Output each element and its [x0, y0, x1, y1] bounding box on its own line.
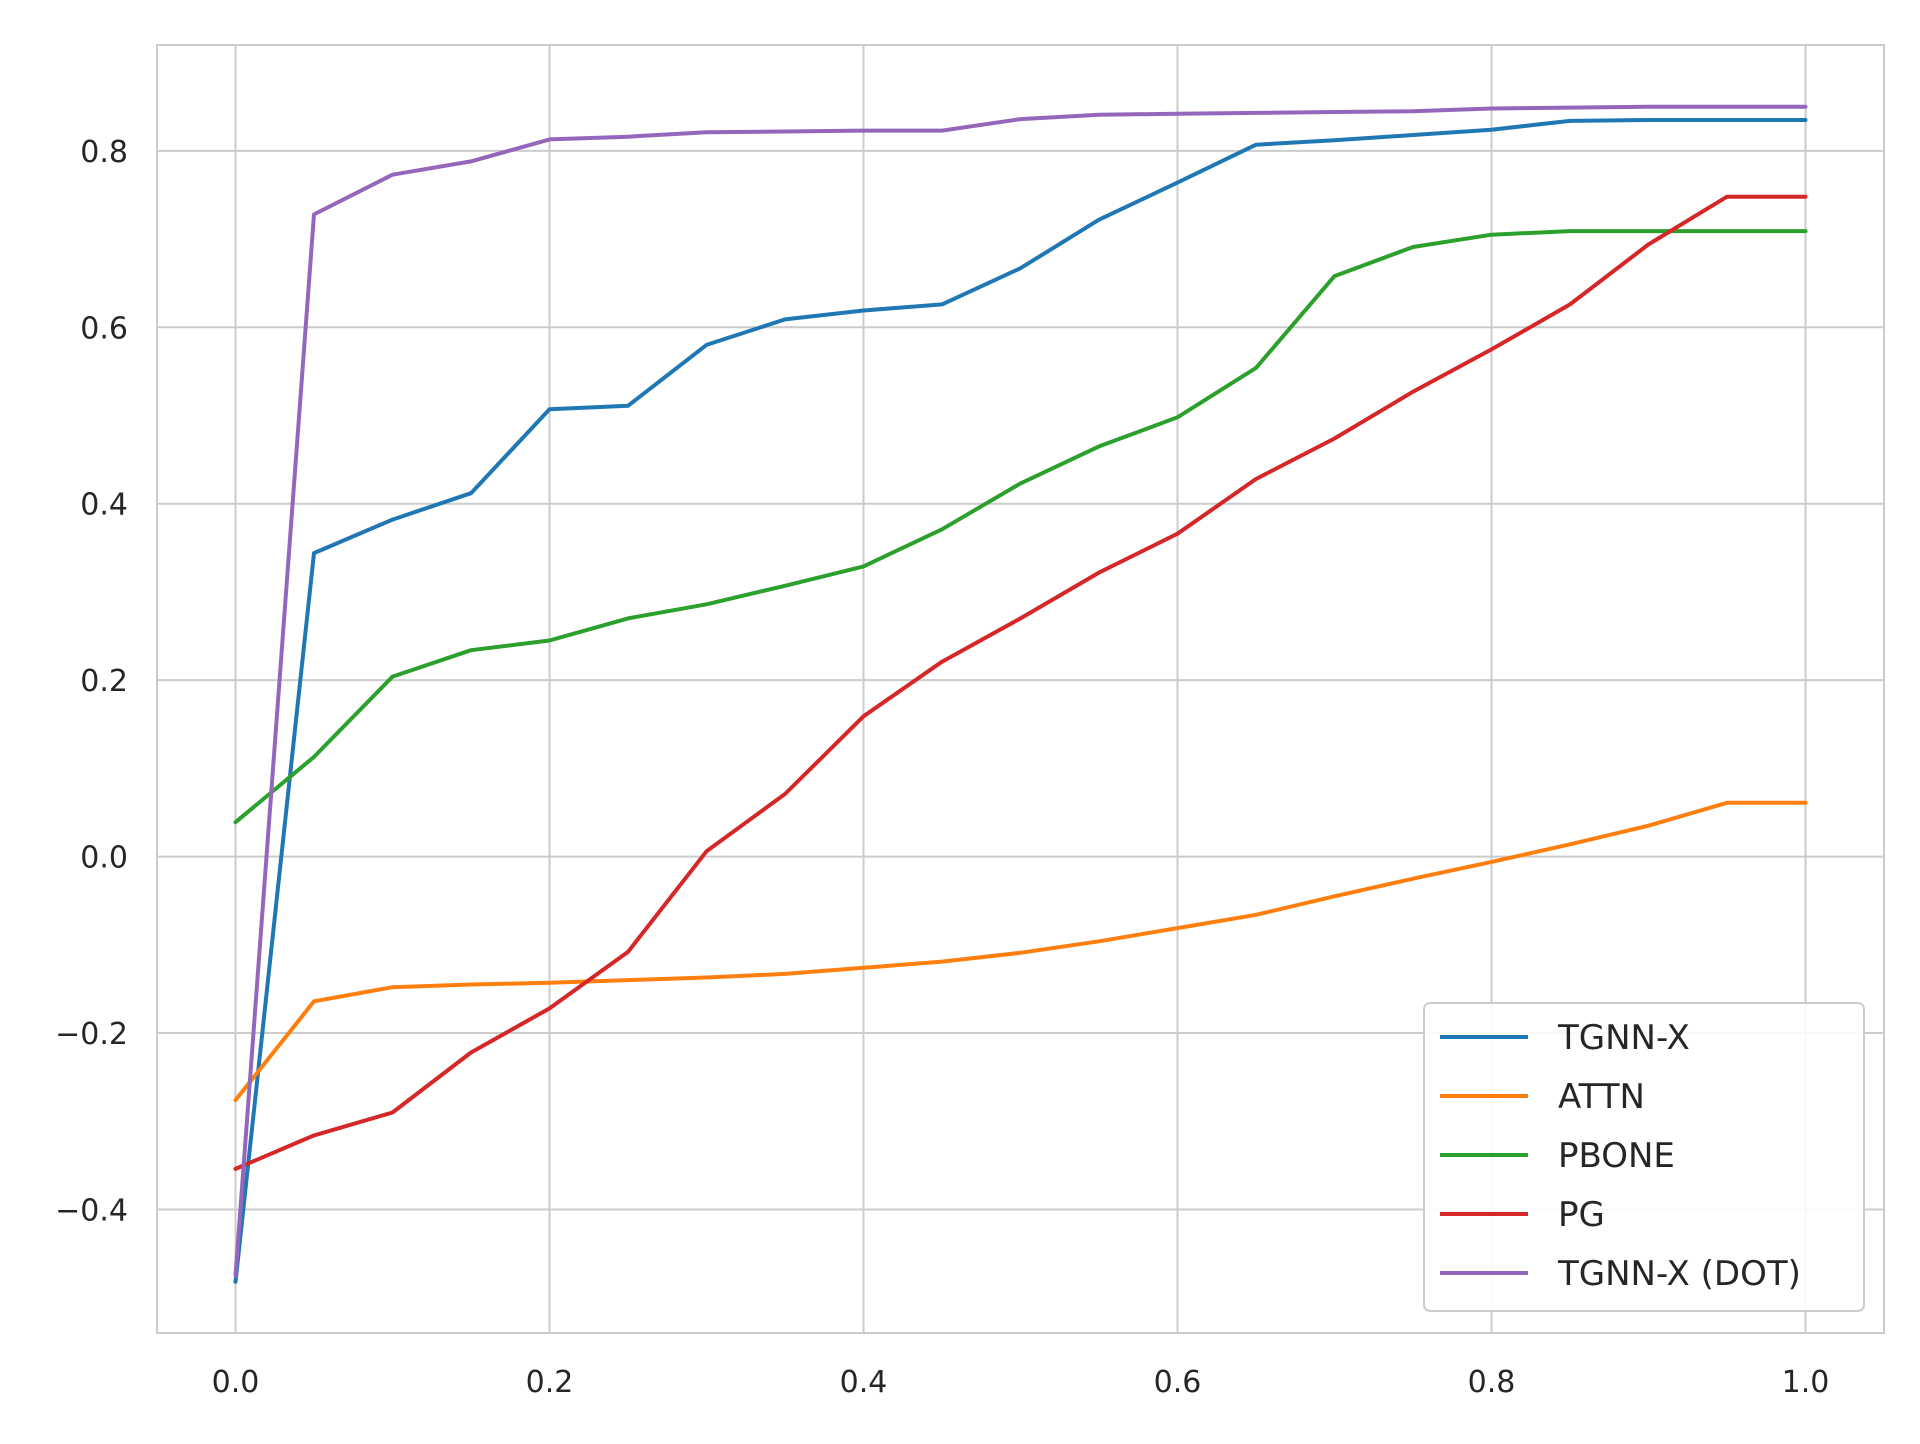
legend-label: PBONE	[1558, 1136, 1675, 1176]
x-tick-label: 0.0	[212, 1365, 260, 1400]
x-tick-label: 0.4	[840, 1365, 888, 1400]
plot-area-frame	[156, 44, 1885, 1334]
series-line-pbone	[233, 229, 1808, 825]
x-axis-tick-labels: 0.0 0.2 0.4 0.6 0.8 1.0	[212, 1365, 1830, 1400]
y-tick-label: 0.0	[80, 841, 128, 876]
y-tick-label: −0.2	[55, 1017, 128, 1052]
legend-label: TGNN-X (DOT)	[1557, 1254, 1801, 1294]
y-tick-label: 0.2	[80, 664, 128, 699]
legend-label: TGNN-X	[1557, 1018, 1690, 1058]
series-line-pg	[233, 194, 1808, 1171]
series-line-tgnn-x	[233, 118, 1808, 1284]
x-tick-label: 0.2	[526, 1365, 574, 1400]
x-tick-label: 1.0	[1782, 1365, 1830, 1400]
series-lines	[233, 104, 1808, 1284]
y-tick-label: 0.4	[80, 488, 128, 523]
series-line-tgnn-x-dot	[233, 104, 1808, 1278]
legend-label: ATTN	[1558, 1077, 1645, 1117]
y-axis-tick-labels: −0.4 −0.2 0.0 0.2 0.4 0.6 0.8	[55, 135, 128, 1229]
y-tick-label: 0.6	[80, 311, 128, 346]
series-line-attn	[233, 800, 1808, 1103]
legend: TGNN-X ATTN PBONE PG TGNN-X (DOT)	[1423, 1002, 1865, 1312]
legend-label: PG	[1558, 1195, 1605, 1235]
x-tick-label: 0.8	[1468, 1365, 1516, 1400]
y-tick-label: 0.8	[80, 135, 128, 170]
legend-box	[1423, 1002, 1865, 1312]
y-tick-label: −0.4	[55, 1193, 128, 1228]
x-tick-label: 0.6	[1154, 1365, 1202, 1400]
